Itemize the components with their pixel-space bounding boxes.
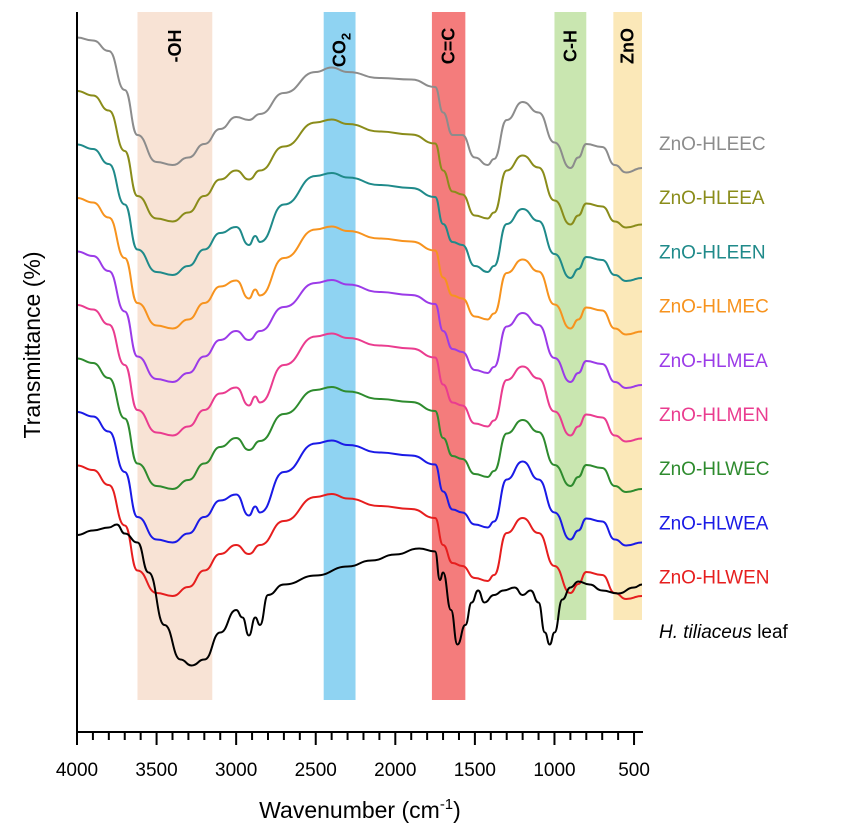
series-labels: ZnO-HLEEC ZnO-HLEEA ZnO-HLEEN ZnO-HLMEC ZnO-… [659, 134, 789, 643]
series-label-rest: leaf [752, 622, 789, 643]
band-label-sub: 2 [339, 33, 354, 40]
series-line-3 [76, 197, 643, 336]
series-line-5 [76, 304, 643, 443]
series-label-5: ZnO-HLMEN [659, 405, 769, 426]
band-label-oh: -OH [165, 30, 185, 63]
series-line-8 [76, 464, 643, 600]
series-line-7 [76, 411, 643, 547]
band-label-cc: C=C [439, 28, 459, 65]
band-highlights [137, 12, 642, 700]
series-label-0: ZnO-HLEEC [659, 134, 766, 155]
series-line-0 [76, 36, 643, 174]
band-label-text: C=C [439, 28, 459, 65]
band-oh [137, 12, 213, 700]
series-line-1 [76, 90, 643, 229]
series-line-2 [76, 143, 643, 282]
x-tick-label: 2500 [295, 760, 337, 781]
x-axis-title-main: Wavenumber (cm [259, 797, 440, 823]
series-label-3: ZnO-HLMEC [659, 297, 769, 318]
x-tick-label: 3500 [135, 760, 177, 781]
axes [76, 12, 643, 733]
x-tick-label: 4000 [56, 760, 98, 781]
x-tick-label: 2000 [374, 760, 416, 781]
band-label-text: ZnO [618, 28, 638, 64]
x-tick-label: 1500 [454, 760, 496, 781]
band-label-text: C-H [560, 30, 580, 62]
band-co2 [323, 12, 356, 700]
band-label-text: CO [330, 40, 350, 67]
band-label-co2: CO2 [330, 33, 354, 67]
x-axis-tick-labels: 4000 3500 3000 2500 2000 1500 1000 500 [56, 760, 650, 781]
series-label-8: ZnO-HLWEN [659, 568, 769, 589]
series-label-4: ZnO-HLMEA [659, 351, 768, 372]
spectra-lines [76, 36, 643, 667]
y-axis-title: Transmittance (%) [19, 251, 45, 438]
series-line-4 [76, 250, 643, 389]
band-zno [613, 12, 642, 620]
series-line-9 [76, 523, 643, 667]
band-labels: -OH CO2 C=C C-H ZnO [165, 28, 638, 67]
x-axis-title-end: ) [453, 797, 461, 823]
series-label-1: ZnO-HLEEA [659, 188, 765, 209]
band-label-zno: ZnO [618, 28, 638, 64]
series-label-italic: H. tiliaceus [659, 622, 752, 643]
x-axis-title: Wavenumber (cm-1) [259, 796, 461, 823]
series-label-9: H. tiliaceus leaf [659, 622, 789, 643]
x-tick-label: 1000 [533, 760, 575, 781]
x-tick-label: 3000 [215, 760, 257, 781]
x-tick-label: 500 [618, 760, 650, 781]
series-label-2: ZnO-HLEEN [659, 242, 766, 263]
x-axis-title-sup: -1 [440, 796, 453, 813]
band-label-ch: C-H [560, 30, 580, 62]
band-label-text: -OH [165, 30, 185, 63]
series-line-6 [76, 357, 643, 493]
series-label-7: ZnO-HLWEA [659, 513, 769, 534]
x-axis-ticks [76, 732, 636, 745]
series-label-6: ZnO-HLWEC [659, 459, 769, 480]
